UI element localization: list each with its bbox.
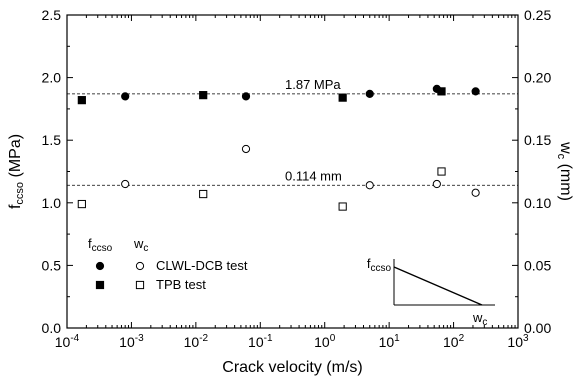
- legend-header-fccso: fccso: [88, 236, 113, 254]
- data-point-fccso: [437, 87, 446, 96]
- x-tick-base: 10: [314, 334, 330, 350]
- x-tick-exponent: -3: [135, 333, 144, 344]
- data-point-wc: [338, 202, 347, 211]
- legend-header-wc: wc: [133, 236, 148, 254]
- right-y-tick-label: 0.15: [524, 132, 551, 148]
- inset-x-label: wc: [472, 310, 487, 328]
- data-point-fccso: [77, 96, 86, 105]
- x-tick-label: 100: [314, 333, 336, 350]
- x-tick-exponent: 0: [330, 333, 336, 344]
- data-point-fccso: [121, 92, 130, 101]
- right-y-tick-label: 0.25: [524, 7, 551, 23]
- left-y-tick-label: 2.0: [42, 70, 62, 86]
- x-tick-exponent: 3: [523, 333, 529, 344]
- x-tick-label: 10-2: [184, 333, 209, 350]
- legend-header-w-sub: c: [143, 243, 148, 254]
- x-tick-base: 10: [184, 334, 200, 350]
- x-tick-label: 103: [507, 333, 529, 350]
- left-y-title-unit: (MPa): [7, 134, 24, 182]
- x-tick-base: 10: [379, 334, 395, 350]
- right-y-tick-label: 0.10: [524, 195, 551, 211]
- x-tick-base: 10: [55, 334, 71, 350]
- legend-marker-f: [95, 261, 105, 271]
- left-y-tick-label: 0.5: [42, 257, 62, 273]
- left-y-tick-label: 0.0: [42, 320, 62, 336]
- ticks-layer: 10-4 10-3 10-2 10-1 100 101 102 1030.00.51.01.5…: [42, 7, 552, 350]
- data-point-wc: [121, 179, 130, 189]
- right-y-tick-label: 0.00: [524, 320, 551, 336]
- x-tick-label: 10-4: [55, 333, 80, 350]
- data-point-fccso: [241, 92, 251, 101]
- legend-header-f-main: f: [88, 236, 92, 251]
- legend: fccso wc CLWL-DCB test TPB test: [88, 236, 248, 292]
- inset-y-label: fccso: [367, 256, 392, 274]
- data-point-fccso: [471, 87, 480, 96]
- inset-x-label-sub: c: [482, 317, 487, 328]
- x-tick-exponent: 2: [459, 333, 465, 344]
- data-point-fccso: [365, 89, 374, 98]
- legend-label-tpb: TPB test: [156, 277, 206, 292]
- x-tick-label: 101: [379, 333, 401, 350]
- x-tick-base: 10: [443, 334, 459, 350]
- legend-label-clwl-dcb: CLWL-DCB test: [156, 258, 248, 273]
- left-y-axis-title: fccso (MPa): [7, 134, 26, 209]
- left-y-tick-label: 1.5: [42, 132, 62, 148]
- left-y-title-sub: ccso: [14, 182, 26, 205]
- right-y-title-main: w: [557, 141, 574, 154]
- x-tick-exponent: -4: [70, 333, 79, 344]
- x-tick-base: 10: [507, 334, 523, 350]
- legend-marker-w: [135, 261, 145, 271]
- data-point-fccso: [199, 91, 208, 100]
- right-y-axis-title: wc (mm): [555, 141, 574, 201]
- inset-softening-diagram: fccso wc: [367, 256, 495, 328]
- legend-marker-f: [95, 280, 105, 290]
- x-axis-title: Crack velocity (m/s): [222, 359, 362, 376]
- x-tick-label: 102: [443, 333, 465, 350]
- data-point-fccso: [338, 93, 347, 102]
- right-y-tick-label: 0.20: [524, 70, 551, 86]
- data-marks: [77, 84, 480, 211]
- data-point-wc: [365, 181, 374, 190]
- plot-frame: [66, 14, 519, 329]
- legend-header-w-main: w: [133, 236, 144, 251]
- data-point-wc: [77, 199, 86, 209]
- right-y-title-sub: c: [555, 154, 567, 160]
- x-tick-base: 10: [248, 334, 264, 350]
- left-y-title-main: f: [7, 204, 24, 209]
- x-tick-base: 10: [119, 334, 135, 350]
- data-point-wc: [432, 179, 441, 189]
- x-tick-exponent: -1: [264, 333, 273, 344]
- inset-y-label-main: f: [367, 256, 371, 271]
- data-point-wc: [437, 167, 446, 176]
- right-y-title-unit: (mm): [557, 159, 574, 201]
- left-y-tick-label: 2.5: [42, 7, 62, 23]
- inset-x-label-main: w: [472, 310, 483, 325]
- x-tick-label: 10-1: [248, 333, 273, 350]
- ref-line-label-wc: 0.114 mm: [285, 168, 342, 183]
- data-point-wc: [199, 189, 208, 199]
- ref-line-label-fccso: 1.87 MPa: [285, 77, 341, 92]
- data-point-wc: [241, 144, 251, 154]
- x-tick-label: 10-3: [119, 333, 144, 350]
- x-tick-exponent: 1: [394, 333, 400, 344]
- x-tick-exponent: -2: [199, 333, 208, 344]
- inset-softening-line: [393, 266, 483, 306]
- right-y-tick-label: 0.05: [524, 257, 551, 273]
- legend-header-f-sub: ccso: [92, 243, 113, 254]
- legend-markers: [95, 261, 145, 290]
- legend-marker-w: [135, 280, 145, 290]
- left-y-tick-label: 1.0: [42, 195, 62, 211]
- inset-y-label-sub: ccso: [370, 263, 391, 274]
- data-point-wc: [471, 188, 480, 197]
